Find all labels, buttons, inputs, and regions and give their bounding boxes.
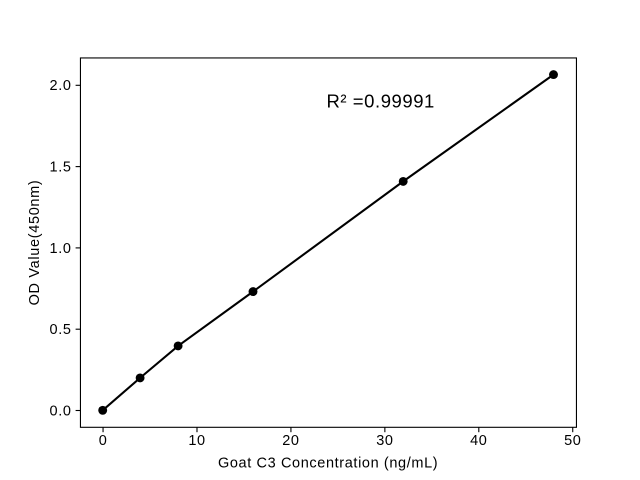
svg-text:50: 50: [564, 433, 581, 449]
svg-text:Goat C3 Concentration (ng/mL): Goat C3 Concentration (ng/mL): [218, 456, 438, 472]
svg-text:1.5: 1.5: [50, 160, 72, 176]
svg-text:40: 40: [470, 433, 487, 449]
svg-text:1.0: 1.0: [50, 241, 72, 257]
svg-text:20: 20: [282, 433, 299, 449]
svg-text:OD Value(450nm): OD Value(450nm): [27, 180, 43, 306]
svg-text:30: 30: [376, 433, 393, 449]
svg-text:10: 10: [188, 433, 205, 449]
svg-text:R² =0.99991: R² =0.99991: [327, 91, 435, 112]
svg-text:2.0: 2.0: [50, 78, 72, 94]
svg-text:0.5: 0.5: [50, 322, 72, 338]
svg-text:0: 0: [99, 433, 108, 449]
svg-text:0.0: 0.0: [50, 404, 72, 420]
